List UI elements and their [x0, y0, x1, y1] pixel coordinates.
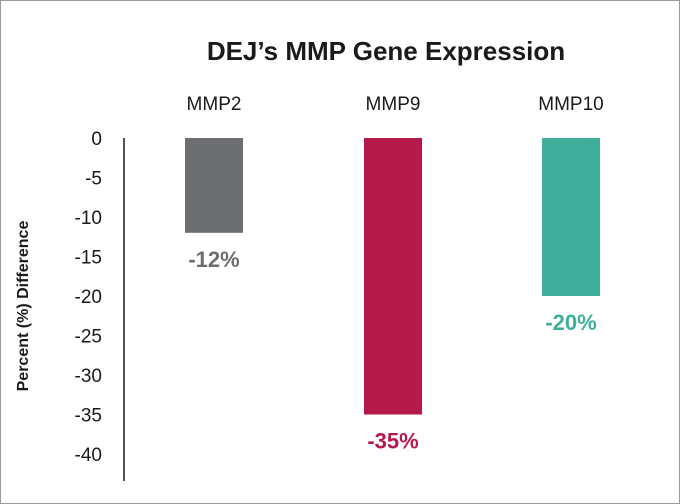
data-label-mmp2: -12%	[188, 247, 239, 272]
y-axis-title: Percent (%) Difference	[15, 221, 32, 392]
category-label-mmp10: MMP10	[538, 94, 603, 115]
y-tick-label: -40	[75, 445, 102, 466]
y-tick-label: -10	[75, 208, 102, 229]
data-label-mmp10: -20%	[545, 310, 596, 335]
data-label-mmp9: -35%	[367, 429, 418, 454]
bar-mmp9	[364, 138, 422, 415]
y-axis-ticks: 0 -5 -10 -15 -20 -25 -30 -35 -40	[75, 129, 102, 466]
y-tick-label: -25	[75, 327, 102, 348]
chart-title: DEJ’s MMP Gene Expression	[207, 36, 565, 66]
y-tick-label: -35	[75, 406, 102, 427]
y-tick-label: 0	[91, 129, 102, 150]
y-tick-label: -20	[75, 287, 102, 308]
y-tick-label: -30	[75, 366, 102, 387]
bar-mmp2	[185, 138, 243, 233]
y-tick-label: -15	[75, 248, 102, 269]
category-labels: MMP2 MMP9 MMP10	[187, 94, 604, 115]
y-tick-label: -5	[85, 169, 102, 190]
category-label-mmp2: MMP2	[187, 94, 242, 115]
bar-mmp10	[542, 138, 600, 296]
category-label-mmp9: MMP9	[366, 94, 421, 115]
bars	[185, 138, 600, 415]
data-labels: -12% -35% -20%	[188, 247, 596, 454]
